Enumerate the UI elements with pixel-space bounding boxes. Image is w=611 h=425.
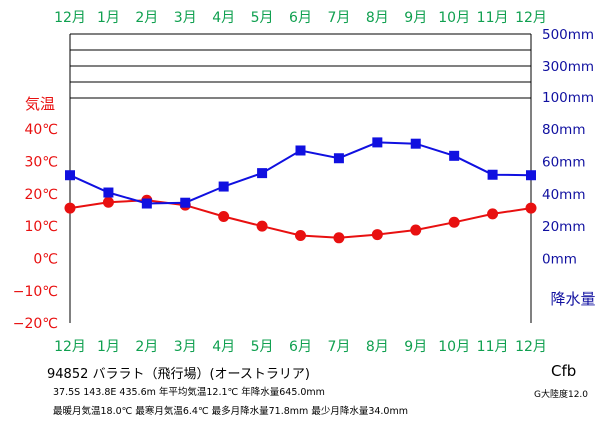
- month-label-bottom: 4月: [212, 339, 235, 355]
- temperature-point: [102, 196, 114, 208]
- month-label-top: 4月: [212, 10, 235, 26]
- temperature-tick-label: 10℃: [24, 219, 58, 235]
- precipitation-tick-label: 80mm: [542, 122, 585, 138]
- month-label-top: 12月: [515, 10, 547, 26]
- temperature-point: [448, 216, 460, 228]
- continentality-index: G大陸度12.0: [534, 390, 589, 400]
- precipitation-point: [180, 197, 191, 208]
- month-label-top: 7月: [327, 10, 350, 26]
- month-label-bottom: 10月: [438, 339, 470, 355]
- month-label-top: 10月: [438, 10, 470, 26]
- precipitation-point: [487, 169, 498, 180]
- temperature-point: [371, 229, 383, 241]
- month-label-top: 1月: [97, 10, 120, 26]
- precipitation-tick-label: 20mm: [542, 219, 585, 235]
- temperature-tick-label: 0℃: [33, 252, 58, 268]
- month-label-top: 2月: [135, 10, 158, 26]
- month-label-bottom: 12月: [515, 339, 547, 355]
- precipitation-point: [410, 138, 421, 149]
- temperature-tick-label: 40℃: [24, 122, 58, 138]
- month-label-bottom: 6月: [289, 339, 312, 355]
- precipitation-point: [141, 198, 152, 209]
- precipitation-point: [333, 153, 344, 164]
- precipitation-tick-label: 40mm: [542, 187, 585, 203]
- temperature-axis-label: 気温: [25, 95, 55, 113]
- month-label-bottom: 11月: [477, 339, 509, 355]
- month-label-bottom: 5月: [251, 339, 274, 355]
- precipitation-tick-label: 0mm: [542, 252, 577, 268]
- month-label-bottom: 7月: [327, 339, 350, 355]
- temperature-tick-label: 30℃: [24, 155, 58, 171]
- month-label-bottom: 12月: [54, 339, 86, 355]
- month-label-bottom: 9月: [404, 339, 427, 355]
- temperature-point: [256, 220, 268, 232]
- month-label-top: 9月: [404, 10, 427, 26]
- month-label-bottom: 2月: [135, 339, 158, 355]
- precipitation-point: [218, 181, 229, 192]
- temperature-point: [295, 230, 306, 242]
- month-label-top: 12月: [54, 10, 86, 26]
- month-label-bottom: 8月: [366, 339, 389, 355]
- precipitation-point: [449, 150, 460, 161]
- month-label-top: 5月: [251, 10, 274, 26]
- precipitation-tick-label: 500mm: [542, 27, 594, 43]
- precipitation-point: [372, 137, 383, 148]
- temperature-point: [333, 232, 345, 244]
- temperature-point: [487, 208, 499, 220]
- temperature-tick-label: 20℃: [24, 187, 58, 203]
- month-label-top: 11月: [477, 10, 509, 26]
- temperature-point: [525, 202, 537, 214]
- precipitation-axis-label: 降水量: [550, 290, 595, 308]
- month-label-top: 3月: [174, 10, 197, 26]
- temperature-tick-label: −10℃: [13, 284, 58, 300]
- temperature-point: [218, 210, 230, 222]
- month-label-top: 8月: [366, 10, 389, 26]
- month-label-top: 6月: [289, 10, 312, 26]
- precipitation-tick-label: 100mm: [542, 90, 594, 106]
- temperature-point: [64, 202, 76, 214]
- precipitation-point: [103, 187, 114, 198]
- temperature-tick-label: −20℃: [13, 316, 58, 332]
- month-label-bottom: 1月: [97, 339, 120, 355]
- precipitation-point: [295, 145, 306, 156]
- temperature-point: [410, 224, 422, 236]
- station-coordinates: 37.5S 143.8E 435.6m 年平均気温12.1℃ 年降水量645.0…: [53, 387, 325, 398]
- precipitation-tick-label: 60mm: [542, 154, 585, 170]
- precipitation-tick-label: 300mm: [542, 59, 594, 75]
- month-label-bottom: 3月: [174, 339, 197, 355]
- station-title: 94852 バララト（飛行場）(オーストラリア): [47, 367, 310, 382]
- station-extremes: 最暖月気温18.0℃ 最寒月気温6.4℃ 最多月降水量71.8mm 最少月降水量…: [53, 406, 408, 417]
- precipitation-point: [257, 168, 268, 179]
- climate-code: Cfb: [551, 362, 577, 380]
- precipitation-point: [526, 170, 536, 181]
- precipitation-point: [65, 170, 75, 181]
